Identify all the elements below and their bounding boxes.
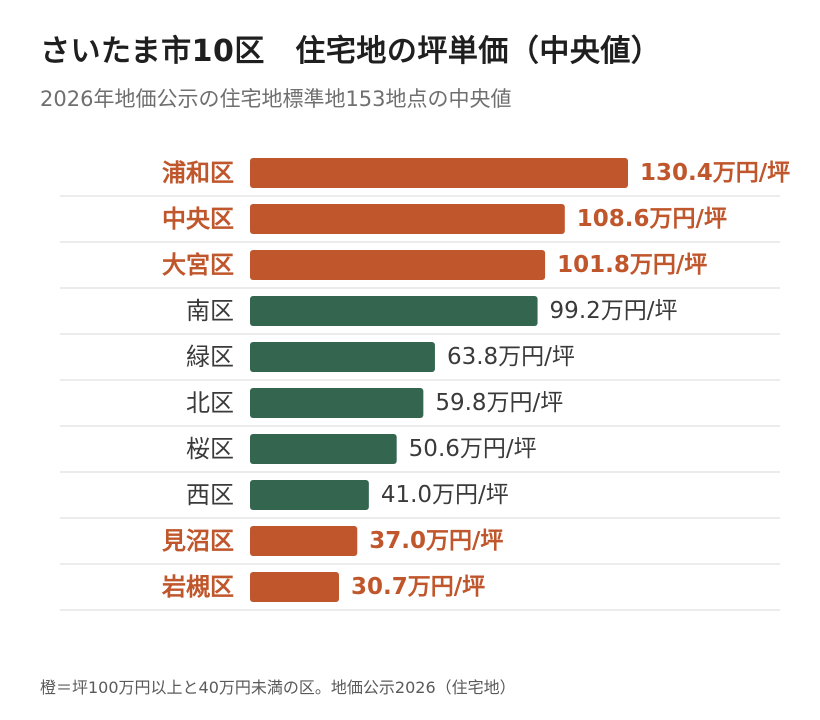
value-label: 41.0万円/坪	[381, 482, 509, 508]
bar	[250, 388, 424, 418]
bar	[250, 526, 358, 556]
category-label: 西区	[186, 481, 234, 509]
bar	[250, 480, 369, 510]
bar	[250, 342, 435, 372]
chart-subtitle: 2026年地価公示の住宅地標準地153地点の中央値	[40, 87, 512, 111]
value-label: 37.0万円/坪	[369, 528, 503, 554]
bar	[250, 572, 339, 602]
value-label: 108.6万円/坪	[577, 206, 727, 232]
bar	[250, 204, 565, 234]
value-label: 99.2万円/坪	[550, 298, 678, 324]
value-label: 59.8万円/坪	[435, 390, 563, 416]
value-label: 130.4万円/坪	[640, 160, 790, 186]
chart-title: さいたま市10区 住宅地の坪単価（中央値）	[40, 34, 662, 69]
category-label: 大宮区	[162, 251, 234, 279]
bar	[250, 158, 628, 188]
value-label: 50.6万円/坪	[409, 436, 537, 462]
bar	[250, 250, 546, 280]
bar	[250, 434, 397, 464]
value-label: 30.7万円/坪	[351, 574, 485, 600]
footnote: 橙＝坪100万円以上と40万円未満の区。地価公示2026（住宅地）	[40, 678, 516, 697]
category-label: 中央区	[162, 205, 234, 233]
category-label: 見沼区	[162, 527, 234, 555]
category-label: 岩槻区	[161, 573, 234, 601]
value-label: 63.8万円/坪	[447, 344, 575, 370]
category-label: 桜区	[186, 435, 234, 463]
category-label: 南区	[186, 297, 234, 325]
category-label: 緑区	[186, 343, 234, 371]
category-label: 浦和区	[162, 159, 234, 187]
category-label: 北区	[186, 389, 234, 417]
value-label: 101.8万円/坪	[557, 252, 707, 278]
bar	[250, 296, 538, 326]
